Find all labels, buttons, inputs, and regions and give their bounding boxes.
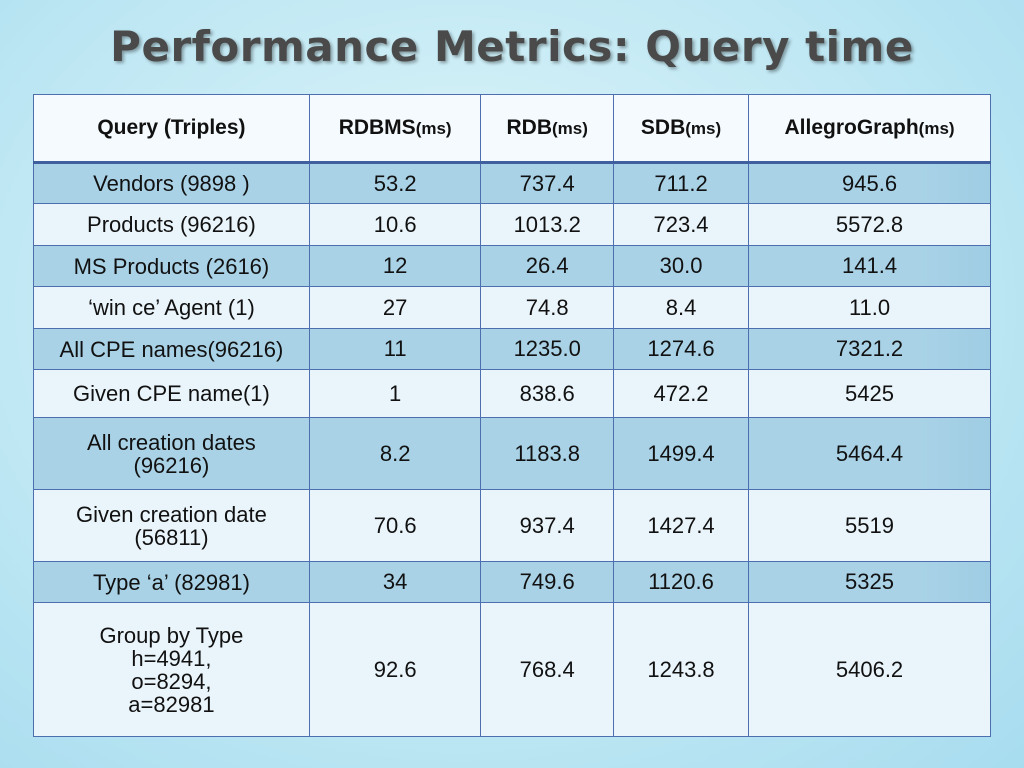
header-unit: (ms) (685, 119, 722, 138)
cell-allegrograph: 5519 (748, 489, 991, 562)
cell-allegrograph: 5325 (748, 561, 991, 603)
cell-query: MS Products (2616) (33, 245, 310, 287)
table-row: All creation dates (96216) 8.2 1183.8 1499.… (33, 417, 991, 490)
cell-rdb: 1183.8 (480, 417, 614, 490)
cell-sdb: 8.4 (612, 286, 750, 329)
header-query: Query (Triples) (33, 94, 310, 164)
table-row: MS Products (2616) 12 26.4 30.0 141.4 (33, 245, 991, 287)
cell-sdb: 1499.4 (612, 417, 750, 490)
cell-sdb: 1427.4 (612, 489, 750, 562)
cell-allegrograph: 7321.2 (748, 328, 991, 370)
table-header-row: Query (Triples) RDBMS(ms) RDB(ms) SDB(ms… (33, 94, 991, 164)
cell-rdbms: 12 (308, 245, 482, 287)
cell-query: Given CPE name(1) (33, 369, 310, 418)
cell-query: Vendors (9898 ) (33, 162, 310, 204)
cell-allegrograph: 5464.4 (748, 417, 991, 490)
cell-rdb: 26.4 (480, 245, 614, 287)
cell-allegrograph: 141.4 (748, 245, 991, 287)
query-time-table: Query (Triples) RDBMS(ms) RDB(ms) SDB(ms… (33, 94, 991, 737)
cell-rdb: 1235.0 (480, 328, 614, 370)
cell-rdbms: 53.2 (308, 162, 482, 204)
cell-sdb: 1274.6 (612, 328, 750, 370)
header-rdb: RDB(ms) (480, 94, 614, 164)
header-unit: (ms) (415, 119, 452, 138)
header-label: SDB (640, 116, 686, 139)
cell-rdb: 937.4 (480, 489, 614, 562)
cell-sdb: 711.2 (612, 162, 750, 204)
cell-query: ‘win ce’ Agent (1) (33, 286, 310, 329)
cell-allegrograph: 11.0 (748, 286, 991, 329)
cell-rdb: 737.4 (480, 162, 614, 204)
cell-query: Products (96216) (33, 203, 310, 246)
table-row: Given creation date (56811) 70.6 937.4 1427… (33, 489, 991, 562)
table-row: Products (96216) 10.6 1013.2 723.4 5572.8 (33, 203, 991, 246)
cell-query: Given creation date (56811) (33, 489, 310, 562)
cell-sdb: 723.4 (612, 203, 750, 246)
cell-rdbms: 70.6 (308, 489, 482, 562)
slide-title: Performance Metrics: Query time (110, 22, 914, 71)
cell-rdbms: 8.2 (308, 417, 482, 490)
cell-allegrograph: 945.6 (748, 162, 991, 204)
cell-rdb: 74.8 (480, 286, 614, 329)
cell-rdbms: 92.6 (308, 602, 482, 737)
cell-allegrograph: 5406.2 (748, 602, 991, 737)
cell-query: Group by Type h=4941, o=8294, a=82981 (33, 602, 310, 737)
cell-query: All creation dates (96216) (33, 417, 310, 490)
table-row: ‘win ce’ Agent (1) 27 74.8 8.4 11.0 (33, 286, 991, 329)
cell-rdb: 768.4 (480, 602, 614, 737)
cell-allegrograph: 5572.8 (748, 203, 991, 246)
cell-allegrograph: 5425 (748, 369, 991, 418)
header-unit: (ms) (552, 119, 588, 138)
cell-rdbms: 11 (308, 328, 482, 370)
cell-sdb: 472.2 (612, 369, 750, 418)
cell-rdbms: 10.6 (308, 203, 482, 246)
cell-rdb: 1013.2 (480, 203, 614, 246)
cell-rdb: 749.6 (480, 561, 614, 603)
header-label: AllegroGraph (784, 116, 919, 139)
table-row: Type ‘a’ (82981) 34 749.6 1120.6 5325 (33, 561, 991, 603)
cell-rdb: 838.6 (480, 369, 614, 418)
header-label: RDB (506, 116, 553, 139)
cell-sdb: 1243.8 (612, 602, 750, 737)
cell-sdb: 1120.6 (612, 561, 750, 603)
cell-rdbms: 27 (308, 286, 482, 329)
cell-query: All CPE names(96216) (33, 328, 310, 370)
header-label: Query (Triples) (97, 116, 246, 139)
header-sdb: SDB(ms) (612, 94, 750, 164)
cell-rdbms: 34 (308, 561, 482, 603)
table-row: Given CPE name(1) 1 838.6 472.2 5425 (33, 369, 991, 418)
header-rdbms: RDBMS(ms) (308, 94, 482, 164)
table-body: Vendors (9898 ) 53.2 737.4 711.2 945.6 Produc… (33, 162, 991, 737)
cell-rdbms: 1 (308, 369, 482, 418)
table-row: Vendors (9898 ) 53.2 737.4 711.2 945.6 (33, 162, 991, 204)
cell-sdb: 30.0 (612, 245, 750, 287)
header-allegrograph: AllegroGraph(ms) (748, 94, 991, 164)
cell-query: Type ‘a’ (82981) (33, 561, 310, 603)
table-row: Group by Type h=4941, o=8294, a=82981 92.… (33, 602, 991, 737)
table-row: All CPE names(96216) 11 1235.0 1274.6 7321.2 (33, 328, 991, 370)
header-label: RDBMS (338, 116, 416, 139)
header-unit: (ms) (918, 119, 955, 138)
